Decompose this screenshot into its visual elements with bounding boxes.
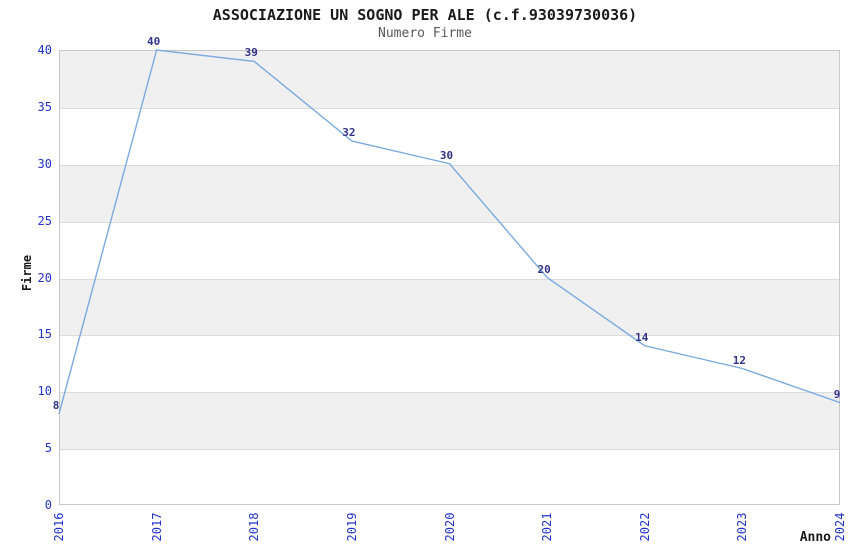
data-point-label: 39 [244, 46, 258, 60]
gridline [60, 335, 839, 337]
x-tick-label: 2021 [540, 512, 555, 542]
y-tick-label: 15 [37, 327, 52, 342]
x-tick-label: 2018 [247, 512, 262, 542]
y-tick-label: 30 [37, 156, 52, 171]
x-tick-label: 2020 [442, 512, 457, 542]
chart-subtitle: Numero Firme [378, 26, 472, 41]
gridline [60, 449, 839, 451]
x-tick-label: 2016 [52, 512, 66, 542]
data-point-label: 40 [147, 35, 161, 48]
data-point-label: 32 [342, 126, 356, 139]
x-tick-label: 2017 [149, 512, 164, 542]
plot-band [60, 51, 839, 108]
x-tick-label: 2022 [637, 512, 652, 542]
data-point-label: 8 [52, 399, 60, 412]
x-tick-label: 2024 [833, 512, 847, 542]
chart-title: ASSOCIAZIONE UN SOGNO PER ALE (c.f.93039… [212, 6, 638, 24]
plot-band [60, 164, 839, 222]
x-tick-label: 2019 [344, 512, 359, 542]
plot-area [59, 50, 840, 505]
y-tick-label: 35 [37, 99, 52, 114]
gridline [60, 107, 839, 109]
y-axis-title: Firme [20, 254, 34, 292]
data-point-label: 30 [439, 148, 454, 162]
x-axis-title: Anno [799, 530, 831, 545]
data-point-label: 12 [732, 353, 746, 367]
plot-band [60, 278, 839, 336]
gridline [60, 164, 839, 166]
y-tick-label: 0 [44, 498, 52, 512]
data-point-label: 20 [537, 262, 551, 276]
y-tick-label: 10 [37, 384, 52, 399]
data-point-label: 14 [635, 330, 649, 344]
y-tick-label: 40 [37, 43, 52, 57]
data-point-label: 9 [833, 387, 841, 401]
gridline [60, 278, 839, 280]
y-tick-label: 5 [44, 441, 52, 456]
gridline [60, 221, 839, 223]
x-tick-label: 2023 [735, 512, 750, 542]
gridline [60, 392, 839, 394]
plot-band [60, 392, 839, 450]
y-tick-label: 20 [37, 270, 52, 285]
y-tick-label: 25 [37, 213, 52, 228]
